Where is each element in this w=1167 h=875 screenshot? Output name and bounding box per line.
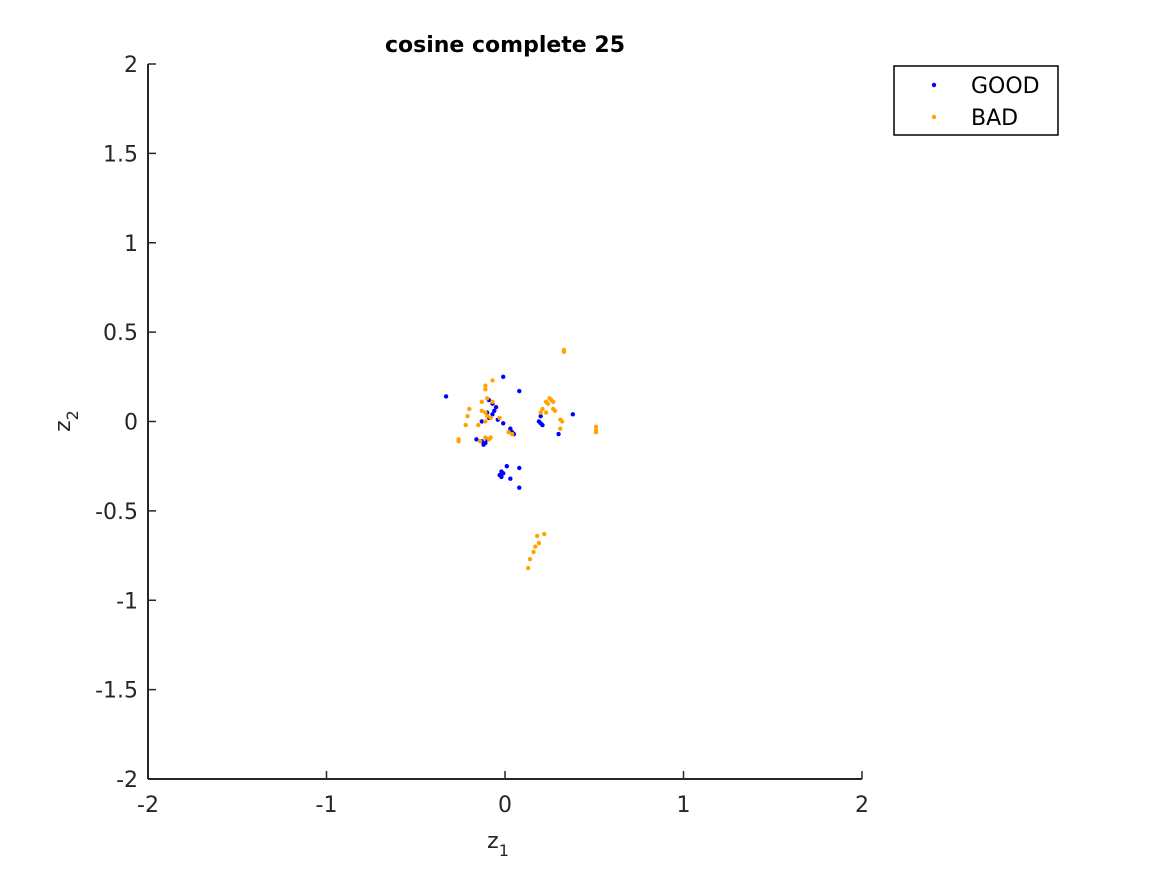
data-point (570, 412, 576, 417)
data-point (483, 410, 488, 415)
data-point (479, 408, 484, 413)
data-point (463, 422, 468, 428)
x-axis-label-sub: 1 (499, 841, 509, 860)
data-point (483, 383, 488, 388)
data-point (474, 437, 479, 442)
data-point (550, 399, 556, 405)
data-point (484, 413, 490, 419)
points-layer (443, 347, 599, 571)
y-axis-label: z2 (51, 410, 82, 432)
legend-marker (931, 82, 937, 88)
y-tick-label: 2 (124, 53, 138, 78)
data-point (484, 396, 490, 401)
data-point (506, 430, 511, 435)
data-point (559, 419, 565, 424)
data-point (486, 437, 492, 442)
data-point (527, 556, 533, 562)
legend-item-good: GOOD (931, 74, 1040, 99)
data-point (497, 415, 502, 421)
x-tick-label: -2 (137, 793, 159, 818)
legend-marker (931, 114, 937, 120)
x-tick-label: -1 (316, 793, 338, 818)
y-tick-label: -1.5 (95, 679, 138, 704)
y-tick-label: -0.5 (95, 500, 138, 525)
y-tick-label: 1 (124, 232, 138, 257)
y-tick-label: 0.5 (103, 321, 138, 346)
data-point (540, 406, 545, 412)
data-point (556, 431, 561, 437)
y-tick-label: -2 (116, 768, 138, 793)
legend-label: BAD (971, 106, 1018, 131)
data-point (536, 540, 542, 546)
data-point (501, 374, 506, 380)
data-point (492, 408, 497, 413)
data-point (476, 422, 481, 428)
data-point (552, 408, 558, 413)
y-axis-label-sub: 2 (63, 410, 82, 420)
ticks: -2 -1 0 1 2 -2 -1.5 -1 -0.5 0 0.5 1 1.5 2 (95, 53, 869, 818)
data-point (540, 422, 545, 428)
data-point (543, 410, 549, 415)
data-point (490, 378, 495, 383)
data-point (504, 463, 509, 469)
data-point (477, 438, 483, 444)
data-point (493, 405, 499, 410)
data-point (538, 410, 543, 415)
legend-item-bad: BAD (931, 106, 1018, 131)
legend-label: GOOD (971, 74, 1040, 99)
data-point (479, 399, 484, 405)
data-point (483, 435, 488, 440)
data-point (517, 465, 522, 471)
x-tick-label: 0 (498, 793, 512, 818)
data-point (490, 399, 495, 405)
data-point (488, 415, 493, 421)
data-point (531, 549, 536, 555)
data-point (465, 413, 470, 419)
y-tick-label: -1 (116, 589, 138, 614)
data-point (593, 430, 599, 435)
data-point (467, 406, 472, 412)
data-point (481, 442, 486, 447)
data-point (538, 413, 543, 419)
legend-box (893, 65, 1059, 136)
y-tick-label: 0 (124, 411, 138, 436)
series-bad (456, 347, 599, 571)
data-point (490, 412, 495, 417)
x-axis-label: z1 (487, 829, 509, 860)
chart-title: cosine complete 25 (385, 33, 625, 58)
data-point (483, 387, 488, 392)
data-point (499, 474, 504, 480)
data-point (526, 565, 531, 571)
y-tick-label: 1.5 (103, 142, 138, 167)
data-point (517, 485, 522, 490)
x-tick-label: 2 (855, 793, 869, 818)
data-point (593, 424, 599, 430)
data-point (508, 476, 513, 481)
data-point (456, 438, 461, 444)
data-point (517, 388, 522, 394)
data-point (533, 544, 538, 549)
data-point (501, 421, 506, 426)
data-point (483, 419, 488, 424)
data-point (534, 533, 540, 539)
data-point (443, 394, 449, 399)
legend: GOOD BAD (893, 65, 1059, 136)
data-point (479, 419, 484, 424)
data-point (558, 426, 563, 431)
x-axis-label-base: z (487, 829, 499, 854)
data-point (509, 431, 515, 437)
y-axis-label-base: z (51, 420, 76, 432)
series-good (443, 374, 576, 490)
x-tick-label: 1 (677, 793, 691, 818)
data-point (561, 349, 567, 354)
data-point (501, 471, 506, 476)
data-point (542, 531, 547, 537)
data-point (545, 401, 551, 406)
